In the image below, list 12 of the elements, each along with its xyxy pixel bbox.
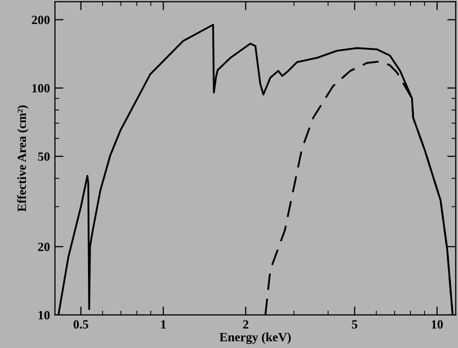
x-tick-label: 0.5: [74, 320, 88, 329]
x-tick-label: 5: [352, 320, 358, 329]
y-axis-title: Effective Area (cm²): [17, 105, 29, 212]
x-axis-title: Energy (keV): [220, 332, 291, 344]
x-tick-label: 2: [243, 320, 248, 328]
y-tick-label: 10: [38, 310, 50, 320]
y-tick-label: 50: [38, 152, 50, 161]
y-tick-label: 100: [32, 84, 50, 92]
x-tick-label: 10: [432, 320, 443, 329]
y-tick-label: 200: [32, 16, 50, 24]
x-tick-label: 1: [161, 320, 166, 328]
y-tick-label: 20: [38, 242, 50, 252]
